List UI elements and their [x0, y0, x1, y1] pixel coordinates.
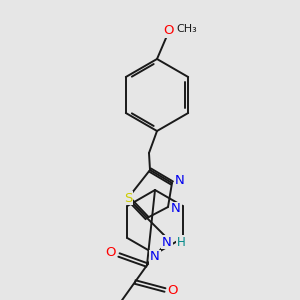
Text: N: N [171, 202, 181, 215]
Text: N: N [175, 175, 185, 188]
Text: N: N [162, 236, 172, 248]
Text: O: O [168, 284, 178, 296]
Text: N: N [150, 250, 160, 263]
Text: S: S [124, 191, 132, 205]
Text: O: O [164, 25, 174, 38]
Text: O: O [106, 247, 116, 260]
Text: H: H [177, 236, 185, 248]
Text: CH₃: CH₃ [177, 24, 197, 34]
